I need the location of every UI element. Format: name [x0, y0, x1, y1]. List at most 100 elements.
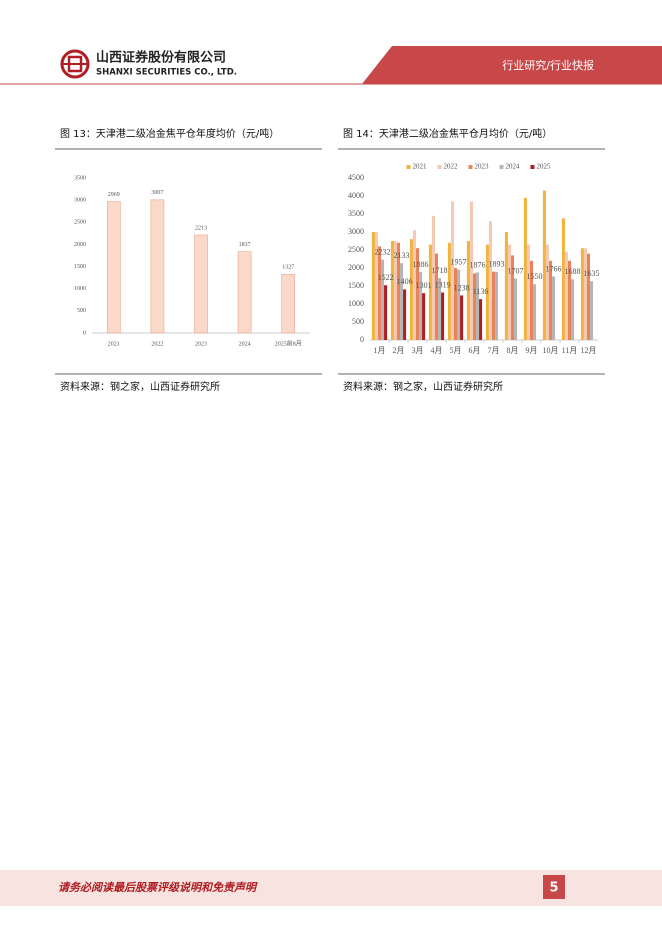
data-label: 3007 — [151, 190, 163, 196]
section-label: 行业研究/行业快报 — [502, 58, 594, 72]
bar — [586, 253, 591, 340]
data-label: 1957 — [451, 257, 467, 266]
bar — [472, 273, 477, 340]
bar — [396, 242, 401, 340]
x-tick-label: 2月 — [393, 346, 405, 355]
data-label: 1635 — [584, 269, 600, 278]
page-number: 5 — [549, 881, 558, 896]
y-tick-label: 2000 — [348, 263, 364, 272]
x-tick-label: 2023 — [195, 341, 207, 347]
x-tick-label: 12月 — [581, 346, 597, 355]
y-tick-label: 1000 — [74, 286, 86, 292]
bar — [533, 284, 537, 340]
y-tick-label: 1500 — [348, 281, 364, 290]
bar — [571, 279, 575, 340]
legend-swatch — [468, 165, 473, 169]
data-label: 1301 — [416, 281, 432, 290]
bar — [529, 260, 534, 340]
bar — [507, 244, 511, 340]
bar — [237, 251, 252, 334]
y-tick-label: 0 — [83, 330, 86, 336]
figure-source: 资料来源：钢之家，山西证券研究所 — [60, 380, 220, 393]
bar — [447, 242, 451, 340]
bar — [523, 197, 527, 340]
bar — [150, 199, 165, 334]
bar — [453, 268, 458, 340]
bar — [504, 232, 508, 340]
bar — [567, 260, 572, 340]
company-en: SHANXI SECURITIES CO., LTD. — [96, 68, 237, 78]
legend-label: 2022 — [444, 163, 459, 171]
bar — [542, 190, 546, 340]
bar — [422, 293, 426, 340]
legend-label: 2024 — [506, 163, 521, 171]
legend-label: 2021 — [413, 163, 428, 171]
bar — [485, 244, 489, 340]
data-label: 1550 — [527, 272, 543, 281]
data-label: 1238 — [454, 283, 470, 292]
bar — [457, 269, 461, 340]
y-tick-label: 4000 — [348, 191, 364, 200]
bar — [412, 230, 416, 340]
bar — [106, 201, 121, 334]
figure-source: 资料来源：钢之家，山西证券研究所 — [343, 380, 503, 393]
data-label: 1136 — [473, 287, 489, 296]
bar — [564, 251, 568, 340]
bar — [548, 260, 553, 340]
figure-title: 图 13：天津港二级冶金焦平仓年度均价（元/吨） — [60, 127, 279, 140]
x-tick-label: 7月 — [488, 346, 500, 355]
logo — [60, 49, 90, 79]
bar — [403, 289, 407, 340]
legend-label: 2025 — [537, 163, 552, 171]
legend-swatch — [406, 165, 411, 169]
section-banner — [362, 46, 662, 84]
x-tick-label: 6月 — [469, 346, 481, 355]
bar — [438, 278, 442, 340]
bar — [371, 232, 375, 340]
data-label: 1688 — [565, 267, 581, 276]
bar — [590, 281, 594, 340]
y-tick-label: 3500 — [74, 175, 86, 181]
bar — [460, 295, 464, 340]
bar — [552, 276, 556, 340]
data-label: 1837 — [239, 242, 251, 248]
x-tick-label: 2022 — [151, 341, 163, 347]
bar — [495, 271, 499, 340]
bar — [374, 232, 378, 340]
y-tick-label: 2500 — [348, 245, 364, 254]
data-label: 2969 — [108, 192, 120, 198]
x-tick-label: 3月 — [412, 346, 424, 355]
bar — [428, 244, 432, 340]
bar — [409, 239, 413, 340]
y-tick-label: 2000 — [74, 242, 86, 248]
bar — [469, 201, 473, 340]
y-tick-label: 500 — [77, 308, 86, 314]
data-label: 1718 — [432, 266, 448, 275]
data-label: 1406 — [397, 277, 413, 286]
y-tick-label: 3000 — [348, 227, 364, 236]
y-tick-label: 500 — [352, 317, 364, 326]
data-label: 1766 — [546, 264, 562, 273]
y-tick-label: 4500 — [348, 173, 364, 182]
bar — [526, 244, 530, 340]
bar — [510, 255, 515, 340]
bar — [400, 263, 404, 340]
x-tick-label: 2024 — [239, 341, 251, 347]
y-tick-label: 0 — [360, 335, 364, 344]
bar — [580, 248, 584, 340]
x-tick-label: 4月 — [431, 346, 443, 355]
bar — [281, 273, 296, 334]
bar — [431, 215, 435, 340]
x-tick-label: 10月 — [543, 346, 559, 355]
bar — [450, 201, 454, 340]
bar — [390, 241, 394, 340]
y-tick-label: 2500 — [74, 220, 86, 226]
data-label: 1707 — [508, 266, 524, 275]
bar — [561, 218, 565, 340]
data-label: 1327 — [282, 265, 294, 271]
bar — [491, 271, 496, 340]
bar — [419, 272, 423, 340]
bar — [194, 234, 208, 334]
bar — [583, 248, 587, 340]
